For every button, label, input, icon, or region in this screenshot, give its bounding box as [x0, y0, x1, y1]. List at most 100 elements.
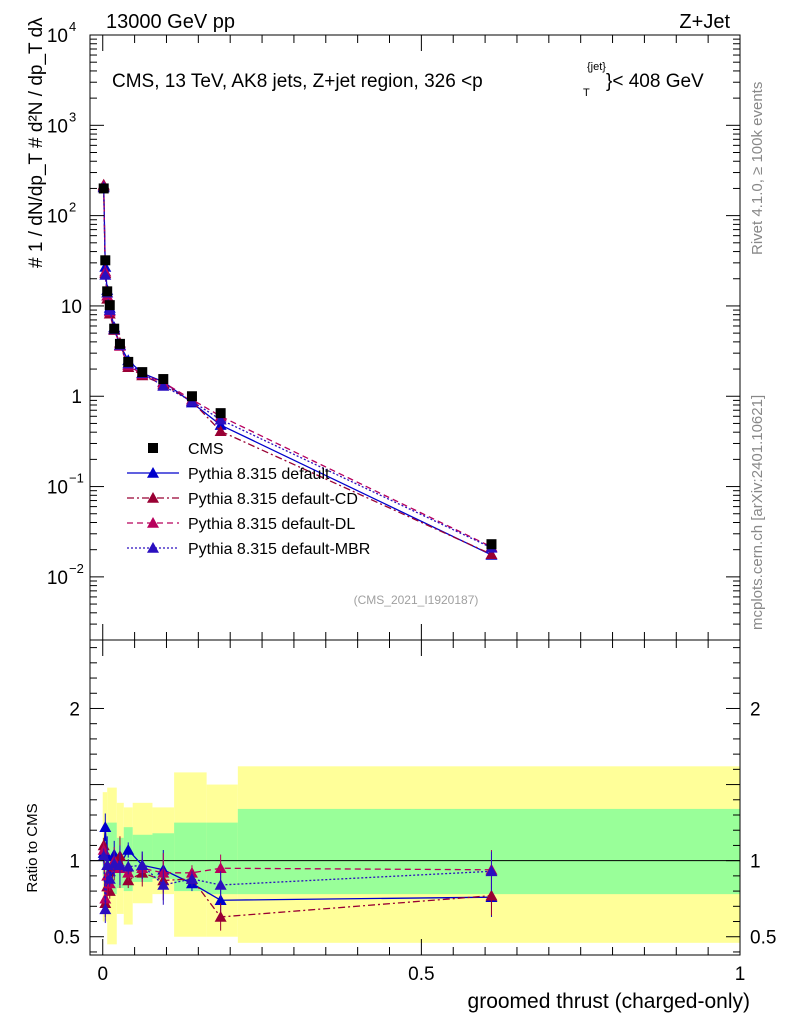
- ratio-tick-label-right-0: 0.5: [750, 928, 776, 949]
- series-line-3: [103, 187, 492, 549]
- ratio-point: [122, 844, 135, 855]
- series-point: [157, 379, 170, 391]
- x-tick-label-0: 0: [97, 964, 108, 985]
- ratio-tick-label-right-2: 2: [750, 699, 761, 720]
- legend-entry-3: Pythia 8.315 default-DL: [127, 516, 355, 533]
- ratio-point: [185, 872, 198, 884]
- ratio-axis-label: Ratio to CMS: [24, 803, 41, 892]
- plot-title-main: CMS, 13 TeV, AK8 jets, Z+jet region, 326…: [112, 71, 483, 92]
- y-tick-label-0: 10 −2: [47, 561, 84, 589]
- legend-marker: [147, 542, 159, 553]
- ratio-point: [485, 865, 498, 877]
- y-tick-label-text: 10: [61, 297, 82, 318]
- legend-entry-2: Pythia 8.315 default-CD: [127, 491, 358, 508]
- cms-point: [109, 323, 120, 334]
- cms-point: [186, 391, 197, 402]
- cms-point: [137, 367, 148, 378]
- series-cms: [98, 183, 497, 550]
- series-point: [485, 548, 498, 560]
- ratio-band-green-3: [123, 827, 133, 892]
- ratio-point: [113, 859, 126, 871]
- cms-point: [104, 300, 115, 311]
- y-tick-label-3: 10: [61, 297, 82, 318]
- ratio-tick-label-left-0: 0.5: [54, 928, 80, 949]
- ratio-point: [97, 850, 110, 861]
- ratio-tick-label-left-1: 1: [69, 852, 80, 873]
- y-tick-label-base: 10: [47, 26, 68, 47]
- plot-title-sub: T: [583, 87, 590, 99]
- legend-entry-0: CMS: [148, 441, 224, 458]
- energy-label: 13000 GeV pp: [106, 11, 235, 33]
- y-tick-label-exp: 3: [69, 109, 76, 124]
- legend-label-0: CMS: [188, 441, 224, 458]
- cms-point: [98, 183, 109, 194]
- ratio-panel-frame: [89, 639, 741, 956]
- plot-title-end: }< 408 GeV: [606, 71, 704, 92]
- ratio-series-3: [97, 845, 498, 924]
- legend-marker: [147, 467, 159, 478]
- y-axis-label: # 1 / dN/dp_T # d²N / dp_T dλ: [26, 17, 47, 268]
- series-point: [214, 425, 227, 437]
- legend: CMS Pythia 8.315 default Pythia 8.315 defa…: [127, 441, 370, 558]
- cms-point: [102, 286, 113, 297]
- legend-entry-1: Pythia 8.315 default: [127, 466, 330, 483]
- legend-label-2: Pythia 8.315 default-CD: [188, 491, 358, 508]
- plot-title: CMS, 13 TeV, AK8 jets, Z+jet region, 326…: [112, 61, 704, 99]
- x-axis-label: groomed thrust (charged-only): [468, 990, 750, 1013]
- ratio-line-3: [103, 856, 492, 910]
- legend-label-4: Pythia 8.315 default-MBR: [188, 541, 370, 558]
- plot-title-sup: {jet}: [587, 61, 606, 73]
- ratio-band-green-8: [237, 808, 740, 895]
- analysis-id: (CMS_2021_I1920187): [354, 593, 479, 607]
- y-tick-label-base: 10: [47, 568, 68, 589]
- ratio-point: [485, 889, 498, 901]
- ratio-tick-label-left-2: 2: [69, 699, 80, 720]
- legend-label-3: Pythia 8.315 default-DL: [188, 516, 355, 533]
- y-tick-label-base: 10: [47, 116, 68, 137]
- y-tick-label-exp: 2: [69, 200, 76, 215]
- cms-point: [123, 356, 134, 367]
- ratio-tick-label-right-1: 1: [750, 852, 761, 873]
- legend-marker-cms: [148, 443, 158, 453]
- y-tick-label-exp: 4: [69, 19, 76, 34]
- y-tick-label-4: 10 2: [47, 200, 76, 228]
- cms-point: [486, 539, 497, 550]
- y-tick-label-1: 10 −1: [47, 471, 84, 499]
- cms-point: [100, 255, 111, 266]
- ratio-point: [99, 903, 112, 915]
- y-tick-label-2: 1: [71, 387, 82, 408]
- legend-marker: [147, 492, 159, 503]
- ratio-point: [99, 821, 112, 832]
- side-label-mcplots: mcplots.cern.ch [arXiv:2401.10621]: [749, 395, 766, 630]
- legend-entry-4: Pythia 8.315 default-MBR: [127, 541, 370, 558]
- x-tick-label-2: 1: [735, 964, 746, 985]
- ratio-point: [136, 859, 149, 871]
- process-label: Z+Jet: [679, 11, 730, 33]
- ratio-point: [214, 894, 227, 906]
- cms-point: [114, 338, 125, 349]
- y-tick-label-6: 10 4: [47, 19, 76, 47]
- ratio-point: [122, 860, 135, 872]
- ratio-point: [103, 872, 116, 884]
- cms-point: [158, 374, 169, 385]
- y-tick-label-base: 10: [47, 478, 68, 499]
- ratio-point: [214, 862, 227, 874]
- side-label-rivet: Rivet 4.1.0, ≥ 100k events: [749, 82, 766, 255]
- y-axis-label-text: # 1 / dN/dp_T # d²N / dp_T dλ: [26, 17, 47, 268]
- y-tick-label-5: 10 3: [47, 109, 76, 137]
- ratio-line-2: [103, 849, 492, 899]
- y-tick-label-exp: −1: [69, 471, 84, 486]
- cms-point: [215, 408, 226, 419]
- ratio-point: [214, 879, 227, 890]
- series-point: [99, 269, 112, 280]
- legend-marker: [147, 517, 159, 528]
- ratio-point: [214, 910, 227, 922]
- x-tick-label-1: 0.5: [408, 964, 434, 985]
- ratio-point: [157, 879, 170, 890]
- y-tick-label-base: 10: [47, 207, 68, 228]
- series-point: [214, 413, 227, 425]
- y-tick-label-exp: −2: [69, 561, 84, 576]
- legend-label-1: Pythia 8.315 default: [188, 466, 330, 483]
- y-tick-label-text: 1: [71, 387, 82, 408]
